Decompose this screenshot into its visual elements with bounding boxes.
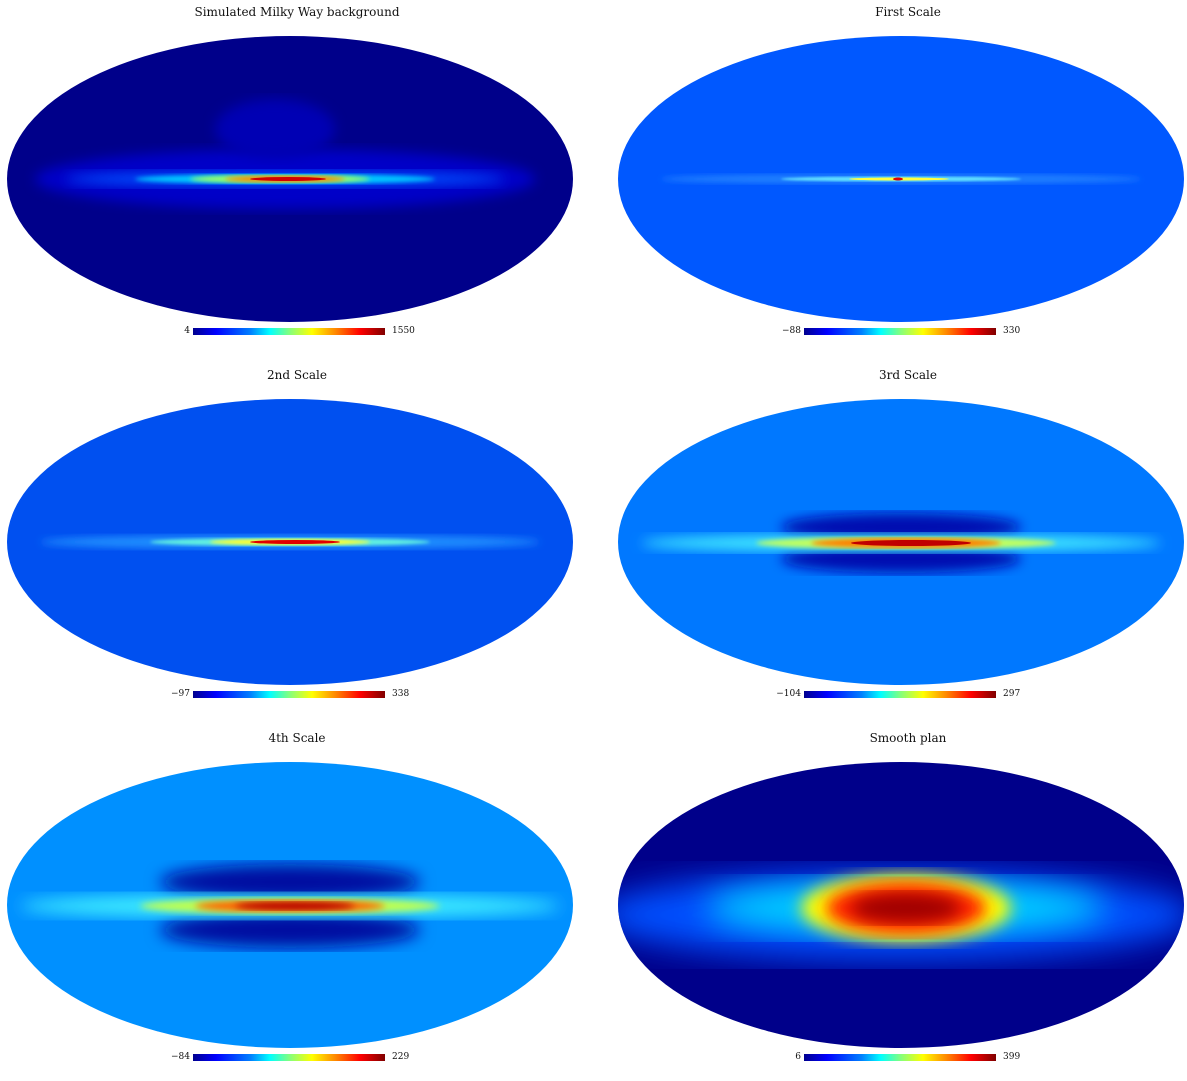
mollweide-map (7, 399, 573, 685)
panel-3rd-scale: 3rd Scale −104 297 (611, 363, 1187, 718)
colorbar-max-label: 338 (392, 689, 410, 699)
colorbar: 4 1550 (0, 326, 594, 338)
colorbar: 6 399 (611, 1052, 1187, 1064)
colorbar-max-label: 1550 (392, 326, 415, 336)
colorbar-min-label: −104 (776, 689, 801, 699)
panel-smooth-plan: Smooth plan 6 399 (611, 726, 1187, 1081)
mollweide-map (618, 399, 1184, 685)
colorbar-min-label: 6 (795, 1052, 801, 1062)
colorbar: −97 338 (0, 689, 594, 701)
panel-4th-scale: 4th Scale −84 229 (0, 726, 594, 1081)
panel-title: First Scale (875, 5, 941, 19)
colorbar-min-label: −84 (171, 1052, 190, 1062)
colorbar: −104 297 (611, 689, 1187, 701)
panel-2nd-scale: 2nd Scale −97 338 (0, 363, 594, 718)
colorbar-max-label: 297 (1003, 689, 1021, 699)
colorbar-max-label: 229 (392, 1052, 410, 1062)
colorbar-gradient (193, 1054, 385, 1061)
colorbar: −84 229 (0, 1052, 594, 1064)
mollweide-map (7, 36, 573, 322)
panel-title: 3rd Scale (879, 368, 937, 382)
panel-title: 2nd Scale (267, 368, 327, 382)
colorbar-gradient (804, 691, 996, 698)
colorbar-min-label: −97 (171, 689, 190, 699)
mollweide-map (618, 762, 1184, 1048)
colorbar-max-label: 330 (1003, 326, 1021, 336)
panel-title: 4th Scale (268, 731, 326, 745)
colorbar-gradient (193, 328, 385, 335)
panel-title: Smooth plan (869, 731, 947, 745)
colorbar: −88 330 (611, 326, 1187, 338)
colorbar-gradient (193, 691, 385, 698)
mollweide-map (618, 36, 1184, 322)
panel-title: Simulated Milky Way background (194, 5, 400, 19)
colorbar-min-label: −88 (782, 326, 801, 336)
colorbar-gradient (804, 328, 996, 335)
mollweide-map (7, 762, 573, 1048)
panel-first-scale: First Scale −88 330 (611, 0, 1187, 355)
colorbar-gradient (804, 1054, 996, 1061)
colorbar-max-label: 399 (1003, 1052, 1021, 1062)
colorbar-min-label: 4 (184, 326, 190, 336)
panel-milky-way-background: Simulated Milky Way background 4 1550 (0, 0, 594, 355)
